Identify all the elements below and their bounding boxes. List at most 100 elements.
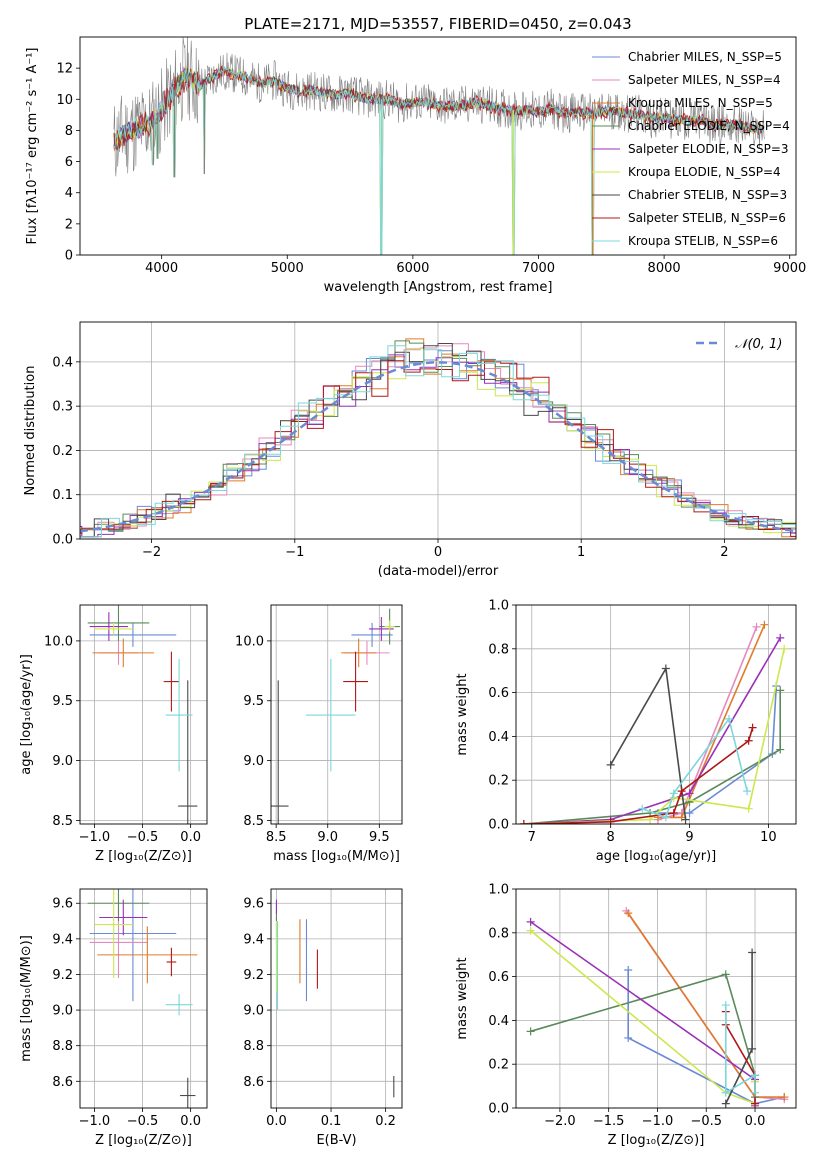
error-bar-point-9 — [306, 658, 356, 772]
y-axis-label: Normed distribution — [23, 366, 38, 496]
mass-weight-series-4 — [530, 973, 756, 1097]
error-bar-point-3 — [92, 638, 155, 668]
mass-weight-series-6 — [530, 929, 756, 1105]
mass-weight-marker — [748, 948, 757, 957]
y-tick-label: 0.1 — [52, 488, 73, 503]
y-tick-label: 8 — [65, 124, 73, 139]
error-bar-point-1 — [89, 889, 177, 1002]
x-tick-label: 9000 — [773, 261, 806, 276]
mass-weight-series-5 — [530, 921, 756, 1106]
mass-weight-marker — [669, 789, 678, 798]
legend: Chabrier MILES, N_SSP=5 Salpeter MILES, N… — [592, 50, 790, 248]
axes-frame — [270, 604, 403, 825]
normal-curve — [80, 361, 796, 533]
y-tick-label: 9.2 — [243, 968, 264, 983]
mass-vs-metallicity-panel: −1.0 −0.5 0.0 8.6 8.8 9.0 9.2 9.4 9.6 Z [log₁₀(Z/… — [19, 888, 208, 1148]
x-axis-label: mass [log₁₀(M/M⊙)] — [273, 849, 400, 864]
y-tick-label: 4 — [65, 186, 73, 201]
y-tick-label: 8.8 — [52, 1039, 73, 1054]
mass-weight-marker — [677, 787, 686, 796]
mass-weight-marker — [776, 686, 785, 695]
mass-weight-marker — [724, 714, 733, 723]
mass-weight-marker — [721, 1099, 730, 1108]
mass-weight-marker — [776, 745, 785, 754]
plot-area — [113, 37, 765, 255]
y-tick-label: 9.6 — [243, 897, 264, 912]
mass-weight-marker — [526, 926, 535, 935]
x-axis-label: Z [log₁₀(Z/Z⊙)] — [608, 1133, 705, 1148]
axes-frame — [515, 604, 797, 825]
error-bar-point-4 — [87, 605, 150, 641]
plot-area — [80, 338, 796, 538]
error-bar-point-4 — [87, 889, 150, 922]
y-tick-label: 0 — [65, 249, 73, 264]
error-bar-point-5 — [99, 899, 148, 936]
mass-weight-marker — [744, 804, 753, 813]
spectrum-panel: 4000 5000 6000 7000 8000 9000 0 2 4 6 8 10 12 wavelen… — [25, 36, 806, 295]
x-tick-label: −1.5 — [593, 1114, 625, 1129]
mass-weight-marker — [752, 622, 761, 631]
error-bar-point-8 — [166, 947, 177, 977]
legend-label: Chabrier STELIB, N_SSP=3 — [628, 188, 787, 202]
y-tick-label: 0.8 — [488, 926, 509, 941]
mass-weight-marker — [751, 1071, 760, 1080]
mass-weight-series-1 — [627, 970, 785, 1105]
x-tick-label: 8000 — [648, 261, 681, 276]
age-vs-metallicity-panel: −1.0 −0.5 0.0 8.5 9.0 9.5 10.0 Z [log₁₀(Z/Z⊙)] a… — [19, 604, 208, 864]
y-tick-label: 8.6 — [243, 1075, 264, 1090]
x-tick-label: 7 — [528, 830, 536, 845]
error-bar-point-9 — [165, 994, 193, 1016]
y-tick-label: 6 — [65, 155, 73, 170]
x-tick-label: −2.0 — [544, 1114, 576, 1129]
x-axis-label: Z [log₁₀(Z/Z⊙)] — [95, 1133, 192, 1148]
error-bar-point-1 — [89, 622, 177, 647]
x-tick-label: −1.0 — [642, 1114, 674, 1129]
y-tick-label: 0.2 — [488, 774, 509, 789]
y-tick-label: 0.0 — [52, 533, 73, 548]
y-tick-label: 8.8 — [243, 1039, 264, 1054]
plot-area — [271, 608, 400, 824]
mass-weight-series-4 — [523, 690, 781, 824]
x-tick-label: 6000 — [396, 261, 429, 276]
y-axis-label: mass [log₁₀(M/M⊙)] — [19, 935, 34, 1062]
mass-weight-marker — [743, 787, 752, 796]
legend-label: Salpeter ELODIE, N_SSP=3 — [628, 142, 789, 156]
error-bar-point-3 — [341, 638, 377, 668]
y-axis-label: age [log₁₀(age/yr)] — [19, 654, 34, 775]
mass-weight-marker — [780, 644, 789, 653]
mass-weight-marker — [624, 909, 633, 918]
x-tick-label: 0 — [434, 545, 442, 560]
y-tick-label: 9.4 — [243, 932, 264, 947]
y-tick-label: 1.0 — [488, 883, 509, 898]
y-tick-label: 9.5 — [52, 694, 73, 709]
mass-weight-marker — [721, 1001, 730, 1010]
y-tick-label: 0.4 — [488, 730, 509, 745]
axes-frame — [79, 321, 797, 540]
legend-label: Kroupa MILES, N_SSP=5 — [628, 96, 773, 110]
y-tick-label: 10.0 — [44, 634, 73, 649]
error-bar-point-8 — [163, 651, 180, 712]
mass-weight-marker — [721, 970, 730, 979]
mass-weight-marker — [624, 966, 633, 975]
y-tick-label: 0.6 — [488, 970, 509, 985]
y-tick-label: 10.0 — [235, 634, 264, 649]
mass-weight-marker — [606, 817, 615, 824]
error-bar-point-8 — [343, 651, 368, 712]
mass-weight-marker — [748, 723, 757, 732]
x-tick-label: 0.0 — [180, 830, 201, 845]
legend-label: Salpeter MILES, N_SSP=4 — [628, 73, 781, 87]
legend-label: Kroupa ELODIE, N_SSP=4 — [628, 165, 781, 179]
plot-area — [87, 605, 198, 824]
plot-area — [526, 906, 789, 1108]
mass-weight-marker — [780, 1093, 789, 1102]
y-tick-label: 10 — [56, 93, 73, 108]
x-axis-label: age [log₁₀(age/yr)] — [596, 849, 717, 864]
x-tick-label: 5000 — [271, 261, 304, 276]
x-tick-label: 9.0 — [317, 830, 338, 845]
y-tick-label: 0.0 — [488, 1102, 509, 1117]
y-tick-label: 9.2 — [52, 968, 73, 983]
mass-weight-marker — [638, 804, 647, 813]
x-tick-label: 8 — [607, 830, 615, 845]
error-bar-point-9 — [165, 658, 193, 772]
y-tick-label: 0.8 — [488, 642, 509, 657]
